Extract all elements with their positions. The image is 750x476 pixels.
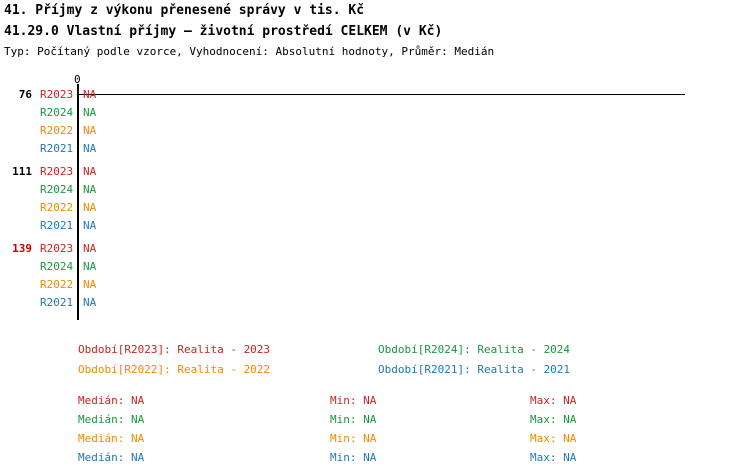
series-label: R2022 <box>40 201 74 214</box>
series-label: R2022 <box>40 124 74 137</box>
series-label: R2024 <box>40 106 74 119</box>
series-value: NA <box>83 242 97 255</box>
series-value: NA <box>83 88 97 101</box>
chart-statistics: Medián: NA Min: NA Max: NA Medián: NA Min: N… <box>0 391 750 467</box>
series-label: R2021 <box>40 296 74 309</box>
report-subtitle: Typ: Počítaný podle vzorce, Vyhodnocení:… <box>4 45 495 58</box>
chart-row[interactable]: R2022 NA <box>0 199 750 217</box>
series-label: R2023 <box>40 88 74 101</box>
series-value: NA <box>83 142 97 155</box>
chart-row[interactable]: R2021 NA <box>0 140 750 158</box>
chart-row[interactable]: R2024 NA <box>0 258 750 276</box>
series-label: R2024 <box>40 183 74 196</box>
row-group-label: 111 <box>12 165 32 178</box>
chart-row[interactable]: R2021 NA <box>0 217 750 235</box>
stat-max: Max: NA <box>530 432 577 445</box>
stats-row: Medián: NA Min: NA Max: NA <box>0 448 750 467</box>
stat-max: Max: NA <box>530 413 577 426</box>
stat-median: Medián: NA <box>78 451 145 464</box>
legend-row: Období[R2023]: Realita - 2023 Období[R202… <box>0 340 750 360</box>
chart-row-group: 76 R2023 NA R2024 NA R2022 NA R2021 NA <box>0 86 750 158</box>
series-label: R2022 <box>40 278 74 291</box>
stat-median: Medián: NA <box>78 394 145 407</box>
series-value: NA <box>83 183 97 196</box>
stat-max: Max: NA <box>530 451 577 464</box>
chart-row[interactable]: R2022 NA <box>0 276 750 294</box>
series-value: NA <box>83 260 97 273</box>
series-label: R2021 <box>40 219 74 232</box>
axis-horizontal-line <box>77 94 685 95</box>
chart-row[interactable]: R2022 NA <box>0 122 750 140</box>
stats-row: Medián: NA Min: NA Max: NA <box>0 429 750 448</box>
report-header: 41. Příjmy z výkonu přenesené správy v t… <box>4 0 746 61</box>
chart-row[interactable]: R2021 NA <box>0 294 750 312</box>
stat-max: Max: NA <box>530 394 577 407</box>
axis-tick-zero: 0 <box>74 73 81 86</box>
series-value: NA <box>83 201 97 214</box>
row-group-label: 139 <box>12 242 32 255</box>
stat-min: Min: NA <box>330 451 377 464</box>
series-value: NA <box>83 165 97 178</box>
legend-item[interactable]: Období[R2021]: Realita - 2021 <box>378 363 571 376</box>
legend-item[interactable]: Období[R2023]: Realita - 2023 <box>78 343 271 356</box>
stats-row: Medián: NA Min: NA Max: NA <box>0 391 750 410</box>
chart-row-group: 111 R2023 NA R2024 NA R2022 NA R2021 NA <box>0 163 750 235</box>
series-value: NA <box>83 124 97 137</box>
chart-plot-area: 0 76 R2023 NA R2024 NA R2022 NA R2021 NA 111 R2023… <box>0 74 750 330</box>
series-label: R2023 <box>40 242 74 255</box>
stat-min: Min: NA <box>330 394 377 407</box>
series-label: R2023 <box>40 165 74 178</box>
report-title-line-1: 41. Příjmy z výkonu přenesené správy v t… <box>4 3 365 18</box>
row-group-label: 76 <box>18 88 32 101</box>
legend-item[interactable]: Období[R2022]: Realita - 2022 <box>78 363 271 376</box>
series-value: NA <box>83 278 97 291</box>
series-value: NA <box>83 106 97 119</box>
stats-row: Medián: NA Min: NA Max: NA <box>0 410 750 429</box>
series-value: NA <box>83 219 97 232</box>
chart-row[interactable]: 76 R2023 NA <box>0 86 750 104</box>
legend-row: Období[R2022]: Realita - 2022 Období[R202… <box>0 360 750 380</box>
report-title-line-2: 41.29.0 Vlastní příjmy – životní prostře… <box>4 24 443 39</box>
chart-row[interactable]: R2024 NA <box>0 104 750 122</box>
chart-row[interactable]: 139 R2023 NA <box>0 240 750 258</box>
chart-row[interactable]: R2024 NA <box>0 181 750 199</box>
series-value: NA <box>83 296 97 309</box>
series-label: R2021 <box>40 142 74 155</box>
chart-row[interactable]: 111 R2023 NA <box>0 163 750 181</box>
stat-min: Min: NA <box>330 432 377 445</box>
chart-legend: Období[R2023]: Realita - 2023 Období[R202… <box>0 340 750 380</box>
legend-item[interactable]: Období[R2024]: Realita - 2024 <box>378 343 571 356</box>
chart-row-group: 139 R2023 NA R2024 NA R2022 NA R2021 NA <box>0 240 750 312</box>
axis-vertical-line <box>77 84 79 320</box>
stat-median: Medián: NA <box>78 413 145 426</box>
series-label: R2024 <box>40 260 74 273</box>
stat-median: Medián: NA <box>78 432 145 445</box>
stat-min: Min: NA <box>330 413 377 426</box>
